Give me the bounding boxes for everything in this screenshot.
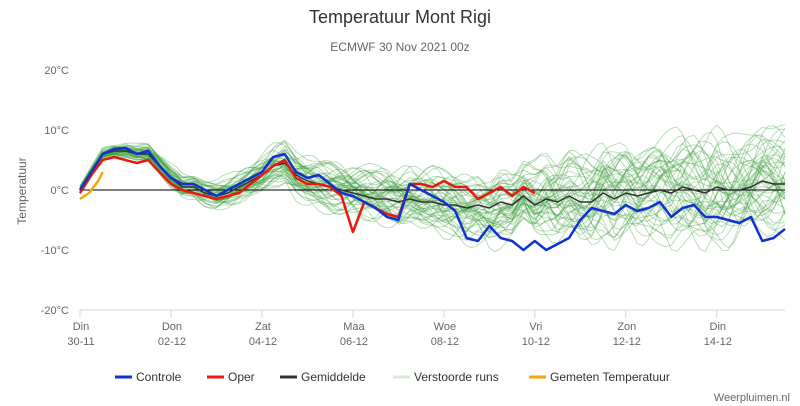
credit[interactable]: Weerpluimen.nl xyxy=(714,392,790,404)
legend-item-controle[interactable]: Controle xyxy=(115,370,182,384)
perturbed-run-line xyxy=(79,144,786,228)
x-tick-date: 30-11 xyxy=(67,336,94,348)
x-tick-date: 10-12 xyxy=(522,336,550,348)
legend-label: Gemiddelde xyxy=(301,370,366,384)
chart-subtitle: ECMWF 30 Nov 2021 00z xyxy=(330,40,469,54)
perturbed-run-line xyxy=(79,144,786,238)
legend-label: Gemeten Temperatuur xyxy=(550,370,670,384)
series-line-gemiddelde xyxy=(79,150,785,209)
series-line-oper xyxy=(78,155,536,234)
x-tick-day: Din xyxy=(73,321,90,333)
perturbed-run-line xyxy=(79,149,786,231)
chart-title: Temperatuur Mont Rigi xyxy=(309,7,491,27)
y-tick-label: 10°C xyxy=(44,125,69,137)
perturbed-run-line xyxy=(79,153,786,237)
legend-label: Verstoorde runs xyxy=(414,370,499,384)
x-tick-day: Zat xyxy=(255,321,271,333)
x-tick-date: 14-12 xyxy=(704,336,732,348)
x-tick-day: Don xyxy=(162,321,182,333)
perturbed-run-line xyxy=(79,150,786,244)
legend: Controle Oper Gemiddelde Verstoorde runs Gem… xyxy=(115,370,670,384)
x-axis-ticks: Din 30-11 Don 02-12 Zat 04-12 Maa 06-12 Woe 08-12… xyxy=(67,310,732,348)
perturbed-run-line xyxy=(79,149,786,242)
perturbed-run-line xyxy=(79,140,786,224)
perturbed-run-line xyxy=(79,143,786,225)
series-lines xyxy=(78,146,786,252)
legend-item-oper[interactable]: Oper xyxy=(207,370,255,384)
x-tick-date: 06-12 xyxy=(340,336,368,348)
perturbed-runs xyxy=(79,124,786,253)
perturbed-run-line xyxy=(79,128,786,224)
perturbed-run-line xyxy=(79,150,786,241)
y-tick-label: 0°C xyxy=(51,185,70,197)
legend-item-verstoorde-runs[interactable]: Verstoorde runs xyxy=(393,370,499,384)
perturbed-run-line xyxy=(79,140,786,241)
x-tick-date: 04-12 xyxy=(249,336,277,348)
perturbed-run-line xyxy=(79,126,786,224)
perturbed-run-line xyxy=(79,132,786,220)
x-tick-day: Woe xyxy=(434,321,456,333)
x-tick-day: Zon xyxy=(617,321,636,333)
x-tick-day: Din xyxy=(710,321,727,333)
x-tick-date: 08-12 xyxy=(431,336,459,348)
legend-label: Oper xyxy=(228,370,255,384)
x-tick-day: Vri xyxy=(529,321,542,333)
perturbed-run-line xyxy=(79,131,786,225)
perturbed-run-line xyxy=(79,151,786,239)
perturbed-run-line xyxy=(79,153,786,253)
series-line-gemeten-temperatuur xyxy=(79,171,104,201)
y-tick-label: -20°C xyxy=(41,305,69,317)
x-tick-date: 02-12 xyxy=(158,336,186,348)
perturbed-run-line xyxy=(79,150,786,236)
legend-label: Controle xyxy=(136,370,182,384)
series-line-controle xyxy=(78,146,786,252)
perturbed-run-line xyxy=(79,125,786,221)
y-tick-label: 20°C xyxy=(44,65,69,77)
perturbed-run-line xyxy=(79,153,786,253)
perturbed-run-line xyxy=(79,148,786,233)
x-tick-day: Maa xyxy=(343,321,365,333)
y-axis: 20°C 10°C 0°C -10°C -20°C xyxy=(41,65,69,317)
x-tick-date: 12-12 xyxy=(613,336,641,348)
y-axis-label: Temperatuur xyxy=(15,157,29,224)
legend-item-gemiddelde[interactable]: Gemiddelde xyxy=(280,370,366,384)
perturbed-run-line xyxy=(79,150,786,228)
legend-item-gemeten-temperatuur[interactable]: Gemeten Temperatuur xyxy=(529,370,670,384)
perturbed-run-line xyxy=(79,150,786,232)
y-tick-label: -10°C xyxy=(41,245,69,257)
